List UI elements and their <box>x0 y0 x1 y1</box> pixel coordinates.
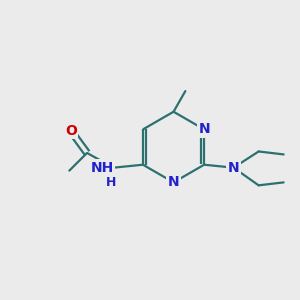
Text: N: N <box>228 161 239 175</box>
Text: N: N <box>168 176 179 189</box>
Text: N: N <box>198 122 210 136</box>
Text: O: O <box>65 124 77 138</box>
Text: NH: NH <box>90 161 113 175</box>
Text: H: H <box>106 176 116 190</box>
